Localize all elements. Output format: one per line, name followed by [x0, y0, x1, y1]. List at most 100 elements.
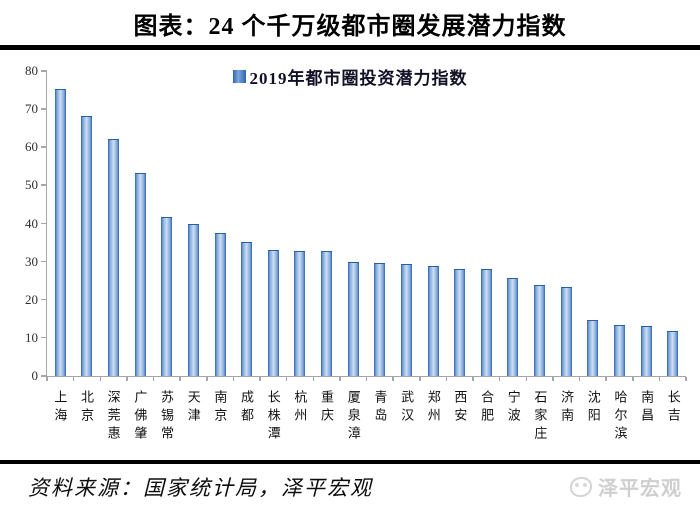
x-label-slot: 重庆: [313, 390, 340, 426]
chart-title: 图表：24 个千万级都市圈发展潜力指数: [133, 14, 567, 40]
x-label-slot: 郑州: [419, 390, 446, 426]
x-label-slot: 天津: [179, 390, 206, 426]
x-axis-label: 广佛肇: [132, 390, 148, 444]
x-axis-label: 南京: [212, 390, 228, 426]
x-axis-label: 西安: [452, 390, 468, 426]
y-axis-label: 20: [25, 291, 38, 307]
x-axis-label: 沈阳: [585, 390, 601, 426]
x-axis-label: 南昌: [639, 390, 655, 426]
bar-slot: [260, 71, 287, 376]
x-axis-label: 郑州: [425, 390, 441, 426]
x-axis-label: 苏锡常: [159, 390, 175, 444]
y-tick: [41, 336, 47, 339]
bar-slot: [100, 71, 127, 376]
bar: [267, 249, 279, 376]
x-label-slot: 长吉: [659, 390, 686, 426]
bar-slot: [180, 71, 207, 376]
x-axis-label: 天津: [185, 390, 201, 426]
x-label-slot: 南昌: [633, 390, 660, 426]
y-axis-label: 50: [25, 177, 38, 193]
x-tick: [658, 377, 661, 381]
x-axis-label: 上海: [52, 390, 68, 426]
bar: [241, 241, 253, 376]
y-tick: [41, 260, 47, 263]
x-tick: [285, 377, 288, 381]
x-label-slot: 长株潭: [259, 390, 286, 444]
bar-slot: [446, 71, 473, 376]
x-axis-label: 青岛: [372, 390, 388, 426]
watermark: 泽平宏观: [570, 472, 682, 501]
x-tick: [525, 377, 527, 381]
bar: [81, 115, 93, 376]
bar-slot: [526, 71, 553, 376]
y-tick: [41, 70, 47, 72]
x-tick: [46, 377, 48, 381]
bar: [587, 319, 599, 376]
x-tick: [632, 377, 634, 381]
x-axis-label: 厦泉漳: [345, 390, 361, 444]
x-axis-label: 长吉: [665, 390, 681, 426]
x-label-slot: 武汉: [393, 390, 420, 426]
bar: [534, 285, 546, 376]
x-tick: [685, 377, 687, 381]
bar: [54, 89, 66, 376]
x-axis-label: 北京: [79, 390, 94, 426]
x-tick: [72, 377, 75, 381]
x-tick: [339, 377, 341, 381]
y-tick: [41, 375, 47, 377]
y-tick: [41, 222, 47, 224]
bar: [374, 263, 386, 376]
y-axis-label: 30: [25, 253, 38, 269]
x-tick: [152, 377, 155, 381]
bar-slot: [47, 71, 74, 376]
x-label-slot: 宁波: [499, 390, 526, 426]
x-axis-label: 深莞惠: [105, 390, 121, 444]
x-label-slot: 石家庄: [526, 390, 553, 444]
x-label-slot: 北京: [73, 390, 100, 426]
bar-slot: [393, 71, 420, 376]
x-axis-label: 石家庄: [532, 390, 548, 444]
bar-slot: [500, 71, 527, 376]
x-label-slot: 合肥: [473, 390, 500, 426]
bottom-divider: [0, 460, 700, 464]
x-label-slot: 上海: [46, 390, 73, 426]
x-axis-label: 哈尔滨: [612, 390, 628, 444]
bar: [347, 262, 359, 376]
x-tick: [259, 377, 261, 381]
x-tick: [232, 377, 235, 381]
x-tick: [445, 377, 448, 381]
x-label-slot: 南京: [206, 390, 233, 426]
bars-container: [47, 71, 686, 376]
bar: [187, 224, 199, 376]
x-tick: [552, 377, 554, 381]
x-label-slot: 成都: [233, 390, 260, 426]
bar: [294, 251, 306, 376]
x-label-slot: 哈尔滨: [606, 390, 633, 444]
y-axis-label: 80: [25, 63, 38, 78]
watermark-text: 泽平宏观: [598, 478, 682, 500]
x-tick: [605, 377, 607, 381]
x-tick: [392, 377, 394, 381]
y-tick: [41, 184, 47, 186]
x-label-slot: 沈阳: [579, 390, 606, 426]
bar: [400, 264, 412, 376]
bar-slot: [473, 71, 500, 376]
top-divider: [0, 45, 700, 50]
bar: [321, 251, 333, 376]
x-tick: [498, 377, 501, 381]
x-tick: [126, 377, 128, 381]
bar: [134, 172, 146, 376]
x-label-slot: 西安: [446, 390, 473, 426]
bar: [454, 269, 466, 376]
x-label-slot: 济南: [553, 390, 580, 426]
x-tick: [206, 377, 208, 381]
bar-slot: [127, 71, 154, 376]
x-label-slot: 青岛: [366, 390, 393, 426]
bar: [560, 287, 572, 376]
plot-wrap: 0 10 20 30 40 50 60 70 80: [25, 64, 687, 383]
bar-slot: [154, 71, 181, 376]
y-axis-label: 40: [25, 215, 38, 231]
x-label-slot: 广佛肇: [126, 390, 153, 444]
x-tick: [472, 377, 474, 381]
x-axis-label: 武汉: [399, 390, 415, 426]
